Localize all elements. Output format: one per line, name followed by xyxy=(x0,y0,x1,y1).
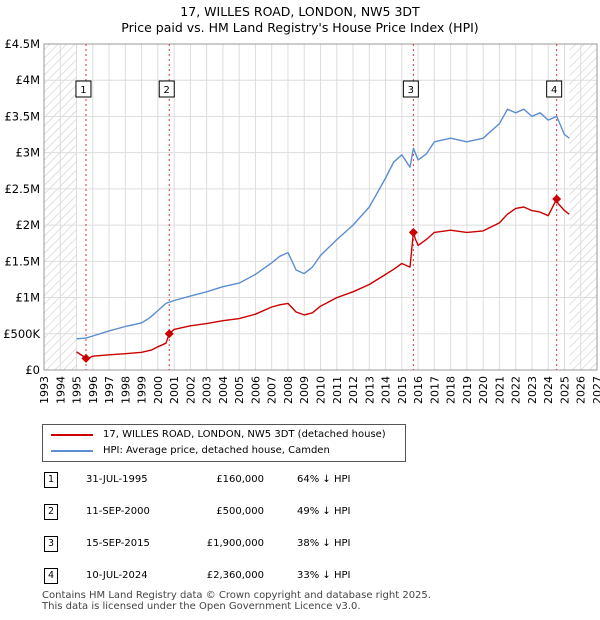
property-price-line xyxy=(76,198,570,360)
legend-swatch-hpi xyxy=(51,450,93,452)
sale-date: 10-JUL-2024 xyxy=(86,570,148,581)
sale-label: 4 xyxy=(551,85,557,96)
sale-number: 3 xyxy=(44,536,58,552)
chart-title: 17, WILLES ROAD, LONDON, NW5 3DT xyxy=(180,4,420,19)
x-tick-label: 2018 xyxy=(445,376,458,404)
table-row: 1 31-JUL-1995 £160,000 64% ↓ HPI xyxy=(42,472,422,488)
x-tick-label: 2010 xyxy=(315,376,328,404)
sale-label-box xyxy=(402,80,419,98)
sale-label: 3 xyxy=(408,85,414,96)
sale-point xyxy=(408,227,418,237)
sale-label: 2 xyxy=(164,85,170,96)
sale-label-box xyxy=(75,80,92,98)
x-tick-label: 1993 xyxy=(38,376,51,404)
x-tick-label: 2015 xyxy=(396,376,409,404)
x-tick-label: 2003 xyxy=(201,376,214,404)
chart-title-block: 17, WILLES ROAD, LONDON, NW5 3DT Price p… xyxy=(0,4,600,36)
legend-item-property: 17, WILLES ROAD, LONDON, NW5 3DT (detach… xyxy=(51,428,386,442)
x-tick-label: 2005 xyxy=(233,376,246,404)
x-tick-label: 2025 xyxy=(558,376,571,404)
x-tick-label: 2020 xyxy=(477,376,490,404)
x-tick-label: 1995 xyxy=(71,376,84,404)
x-tick-label: 2027 xyxy=(591,376,600,404)
x-tick-label: 2001 xyxy=(168,376,181,404)
x-tick-label: 2024 xyxy=(542,376,555,404)
x-tick-label: 1994 xyxy=(54,376,67,404)
y-tick-label: £4M xyxy=(15,73,40,87)
sale-number: 1 xyxy=(44,472,58,488)
footer-license: This data is licensed under the Open Gov… xyxy=(42,601,361,612)
x-tick-label: 2009 xyxy=(298,376,311,404)
sale-date: 11-SEP-2000 xyxy=(86,506,150,517)
plot-frame xyxy=(43,43,598,371)
x-tick-label: 2016 xyxy=(412,376,425,404)
x-tick-label: 2006 xyxy=(249,376,262,404)
legend-item-hpi: HPI: Average price, detached house, Camd… xyxy=(51,444,330,458)
x-tick-label: 2004 xyxy=(217,376,230,404)
x-tick-label: 2002 xyxy=(184,376,197,404)
sale-point xyxy=(164,329,174,339)
sale-price: £1,900,000 xyxy=(206,538,264,549)
y-tick-label: £0 xyxy=(25,363,40,377)
x-tick-label: 2011 xyxy=(331,376,344,404)
sale-number: 2 xyxy=(44,504,58,520)
footer: Contains HM Land Registry data © Crown c… xyxy=(42,590,431,612)
x-tick-label: 1999 xyxy=(136,376,149,404)
sale-hpi-diff: 49% ↓ HPI xyxy=(297,506,351,517)
sale-date: 15-SEP-2015 xyxy=(86,538,150,549)
legend-label-hpi: HPI: Average price, detached house, Camd… xyxy=(103,445,330,456)
sale-point xyxy=(81,353,91,363)
x-tick-label: 1998 xyxy=(119,376,132,404)
table-row: 2 11-SEP-2000 £500,000 49% ↓ HPI xyxy=(42,504,422,520)
x-tick-label: 2023 xyxy=(526,376,539,404)
x-tick-label: 1996 xyxy=(87,376,100,404)
table-row: 3 15-SEP-2015 £1,900,000 38% ↓ HPI xyxy=(42,536,422,552)
y-tick-label: £3M xyxy=(15,146,40,160)
hpi-line xyxy=(76,108,570,340)
hatch-region-right xyxy=(569,44,597,370)
y-tick-label: £2.5M xyxy=(4,182,40,196)
x-tick-label: 2022 xyxy=(510,376,523,404)
sale-point xyxy=(552,194,562,204)
x-tick-label: 2019 xyxy=(461,376,474,404)
legend-label-property: 17, WILLES ROAD, LONDON, NW5 3DT (detach… xyxy=(103,429,386,440)
sale-hpi-diff: 33% ↓ HPI xyxy=(297,570,351,581)
sale-number: 4 xyxy=(44,568,58,584)
sale-hpi-diff: 38% ↓ HPI xyxy=(297,538,351,549)
sale-hpi-diff: 64% ↓ HPI xyxy=(297,474,351,485)
sale-price: £160,000 xyxy=(216,474,264,485)
x-tick-label: 2007 xyxy=(266,376,279,404)
x-tick-label: 2000 xyxy=(152,376,165,404)
y-tick-label: £3.5M xyxy=(4,109,40,123)
sale-label-box xyxy=(546,80,563,98)
sale-price: £2,360,000 xyxy=(206,570,264,581)
x-tick-label: 2017 xyxy=(428,376,441,404)
y-tick-label: £1M xyxy=(15,291,40,305)
legend-swatch-property xyxy=(51,434,93,436)
sale-label-box xyxy=(158,80,175,98)
x-tick-label: 1997 xyxy=(103,376,116,404)
price-chart: £0 £500K £1M £1.5M £2M £2.5M £3M £3.5M £4M £4.5M 1… xyxy=(3,37,600,404)
x-tick-label: 2013 xyxy=(363,376,376,404)
sale-price: £500,000 xyxy=(216,506,264,517)
y-tick-label: £500K xyxy=(3,327,40,341)
sale-label: 1 xyxy=(80,85,86,96)
y-tick-label: £4.5M xyxy=(4,37,40,51)
footer-copyright: Contains HM Land Registry data © Crown c… xyxy=(42,590,431,601)
x-tick-label: 2012 xyxy=(347,376,360,404)
plot-area: £0 £500K £1M £1.5M £2M £2.5M £3M £3.5M £4M £4.5M 1… xyxy=(3,37,600,404)
legend: 17, WILLES ROAD, LONDON, NW5 3DT (detach… xyxy=(42,424,406,462)
x-tick-label: 2014 xyxy=(380,376,393,404)
x-tick-label: 2021 xyxy=(493,376,506,404)
y-tick-label: £1.5M xyxy=(4,254,40,268)
table-row: 4 10-JUL-2024 £2,360,000 33% ↓ HPI xyxy=(42,568,422,584)
y-tick-label: £2M xyxy=(15,218,40,232)
x-tick-label: 2008 xyxy=(282,376,295,404)
chart-subtitle: Price paid vs. HM Land Registry's House … xyxy=(121,20,479,35)
sale-date: 31-JUL-1995 xyxy=(86,474,148,485)
x-tick-label: 2026 xyxy=(575,376,588,404)
